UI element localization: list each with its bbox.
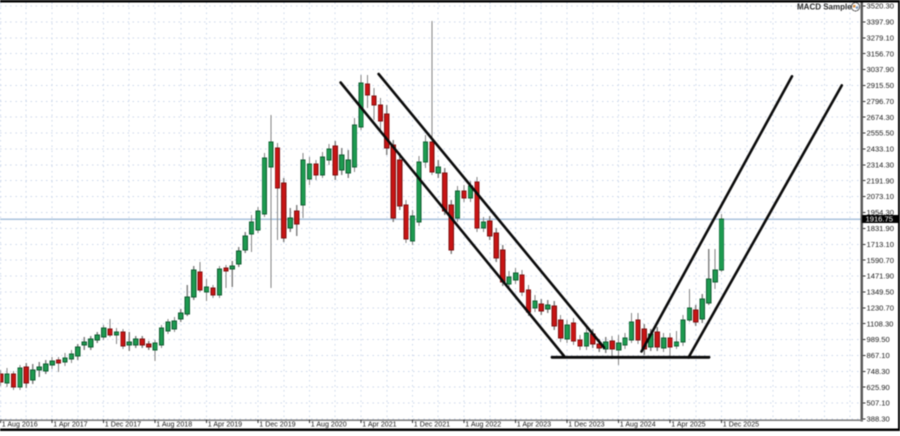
svg-text:625.90: 625.90	[867, 383, 890, 392]
svg-text:1471.90: 1471.90	[867, 272, 894, 281]
svg-text:2555.50: 2555.50	[867, 129, 894, 138]
svg-text:1 Apr 2021: 1 Apr 2021	[362, 421, 396, 429]
svg-text:2314.30: 2314.30	[867, 160, 894, 169]
svg-text:1 Apr 2019: 1 Apr 2019	[208, 421, 242, 429]
svg-text:2796.70: 2796.70	[867, 97, 894, 106]
svg-text:3520.30: 3520.30	[867, 2, 894, 11]
svg-text:1954.30: 1954.30	[867, 208, 894, 217]
svg-text:1 Aug 2024: 1 Aug 2024	[620, 421, 656, 429]
svg-text:1916.75: 1916.75	[866, 215, 893, 224]
svg-text:1 Dec 2023: 1 Dec 2023	[568, 421, 604, 429]
svg-text:867.10: 867.10	[867, 351, 890, 360]
svg-text:1 Apr 2025: 1 Apr 2025	[671, 421, 705, 429]
svg-text:989.50: 989.50	[867, 335, 890, 344]
svg-text:3397.90: 3397.90	[867, 18, 894, 27]
svg-text:2915.50: 2915.50	[867, 81, 894, 90]
svg-text:3037.90: 3037.90	[867, 65, 894, 74]
svg-text:1 Dec 2021: 1 Dec 2021	[414, 421, 450, 429]
svg-text:1 Aug 2020: 1 Aug 2020	[311, 421, 347, 429]
svg-text:1590.70: 1590.70	[867, 256, 894, 265]
svg-text:2674.30: 2674.30	[867, 113, 894, 122]
svg-text:1 Dec 2017: 1 Dec 2017	[105, 421, 141, 429]
svg-text:1831.90: 1831.90	[867, 224, 894, 233]
svg-text:1230.70: 1230.70	[867, 303, 894, 312]
svg-text:1349.50: 1349.50	[867, 288, 894, 297]
svg-text:1 Aug 2018: 1 Aug 2018	[156, 421, 192, 429]
svg-text:2433.10: 2433.10	[867, 145, 894, 154]
svg-text:1 Aug 2016: 1 Aug 2016	[2, 421, 38, 429]
svg-text:2073.10: 2073.10	[867, 192, 894, 201]
svg-text:1 Aug 2022: 1 Aug 2022	[465, 421, 501, 429]
svg-text:MACD Sample: MACD Sample	[797, 3, 852, 12]
svg-text:1 Apr 2023: 1 Apr 2023	[517, 421, 551, 429]
svg-text:1713.10: 1713.10	[867, 240, 894, 249]
svg-text:507.10: 507.10	[867, 399, 890, 408]
svg-text:2191.90: 2191.90	[867, 176, 894, 185]
svg-text:388.30: 388.30	[867, 415, 890, 424]
svg-text:748.30: 748.30	[867, 367, 890, 376]
svg-text:3279.10: 3279.10	[867, 33, 894, 42]
svg-text:1108.30: 1108.30	[867, 319, 894, 328]
svg-text:3156.70: 3156.70	[867, 49, 894, 58]
svg-text:1 Dec 2025: 1 Dec 2025	[723, 421, 759, 429]
svg-text:1 Dec 2019: 1 Dec 2019	[259, 421, 295, 429]
svg-text:1 Apr 2017: 1 Apr 2017	[53, 421, 87, 429]
